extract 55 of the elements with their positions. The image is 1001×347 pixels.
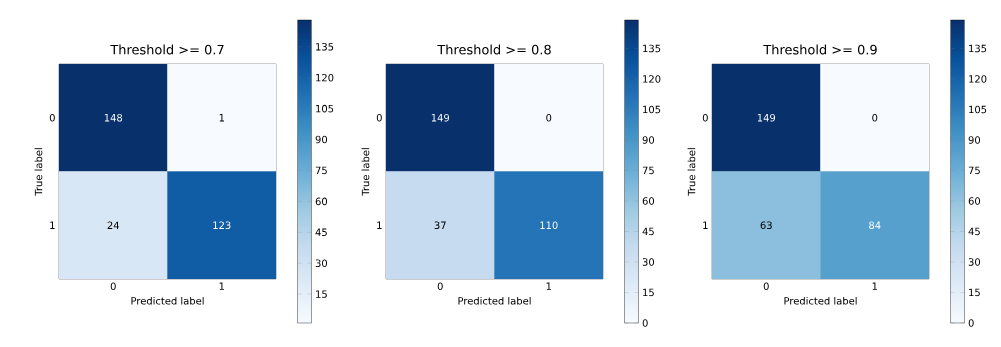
data-label: 149 — [431, 113, 450, 122]
chart-title: Threshold >= 0.9 — [763, 44, 877, 55]
color-bar-label: 90 — [315, 135, 328, 144]
color-bar-label: 30 — [315, 259, 328, 267]
x-tick-label: 0 — [763, 282, 769, 291]
color-bar-label: 135 — [643, 44, 661, 53]
color-bar-label: 75 — [642, 166, 654, 175]
color-bar-label: 75 — [968, 166, 980, 175]
color-bar-label: 45 — [315, 228, 327, 237]
y-axis-title: True label — [361, 148, 370, 196]
data-label: 63 — [760, 221, 772, 230]
color-bar-label: 90 — [968, 136, 981, 144]
color-bar-label: 60 — [315, 197, 328, 206]
x-tick-label: 1 — [546, 282, 552, 290]
color-bar-label: 60 — [642, 197, 655, 205]
color-bar-label: 45 — [968, 227, 980, 236]
x-tick-label: 0 — [437, 282, 443, 291]
x-tick-label: 1 — [219, 282, 224, 290]
data-label: 110 — [540, 221, 558, 230]
color-bar-label: 75 — [315, 166, 327, 175]
color-bar-label: 105 — [643, 105, 661, 114]
x-axis-title: Predicted label — [458, 296, 531, 305]
data-label: 0 — [872, 113, 878, 122]
color-bar-label: 15 — [316, 290, 327, 298]
color-bar-label: 135 — [316, 43, 334, 51]
data-label: 84 — [869, 221, 881, 230]
color-bar-label: 105 — [316, 104, 334, 113]
color-bar-label: 105 — [969, 105, 987, 114]
color-bar-label: 90 — [642, 136, 655, 144]
color-bar-label: 120 — [643, 75, 661, 83]
color-bar-label: 120 — [316, 73, 334, 82]
data-label: 1 — [219, 114, 224, 122]
color-bar-label: 0 — [968, 319, 974, 327]
color-bar-label: 30 — [642, 258, 655, 266]
color-bar-label: 30 — [968, 258, 981, 266]
color-bar-label: 15 — [643, 288, 654, 297]
y-axis-title: True label — [687, 148, 696, 196]
x-tick-label: 1 — [872, 282, 878, 290]
data-label: 37 — [434, 221, 446, 230]
chart-title: Threshold >= 0.8 — [437, 44, 551, 55]
data-label: 0 — [546, 113, 552, 122]
x-axis-title: Predicted label — [131, 296, 204, 305]
data-label: 123 — [213, 221, 231, 230]
color-bar-label: 0 — [642, 319, 648, 327]
y-axis-title: True label — [34, 148, 43, 196]
color-bar-label: 60 — [968, 197, 981, 205]
x-tick-label: 0 — [110, 282, 116, 291]
color-bar-label: 45 — [642, 227, 654, 236]
x-axis-title: Predicted label — [784, 296, 857, 305]
color-bar-label: 120 — [969, 75, 987, 83]
chart-title: Threshold >= 0.7 — [110, 44, 224, 55]
data-label: 24 — [107, 221, 120, 229]
color-bar-label: 135 — [969, 44, 987, 53]
color-bar-label: 15 — [969, 288, 980, 297]
data-label: 149 — [757, 113, 776, 122]
